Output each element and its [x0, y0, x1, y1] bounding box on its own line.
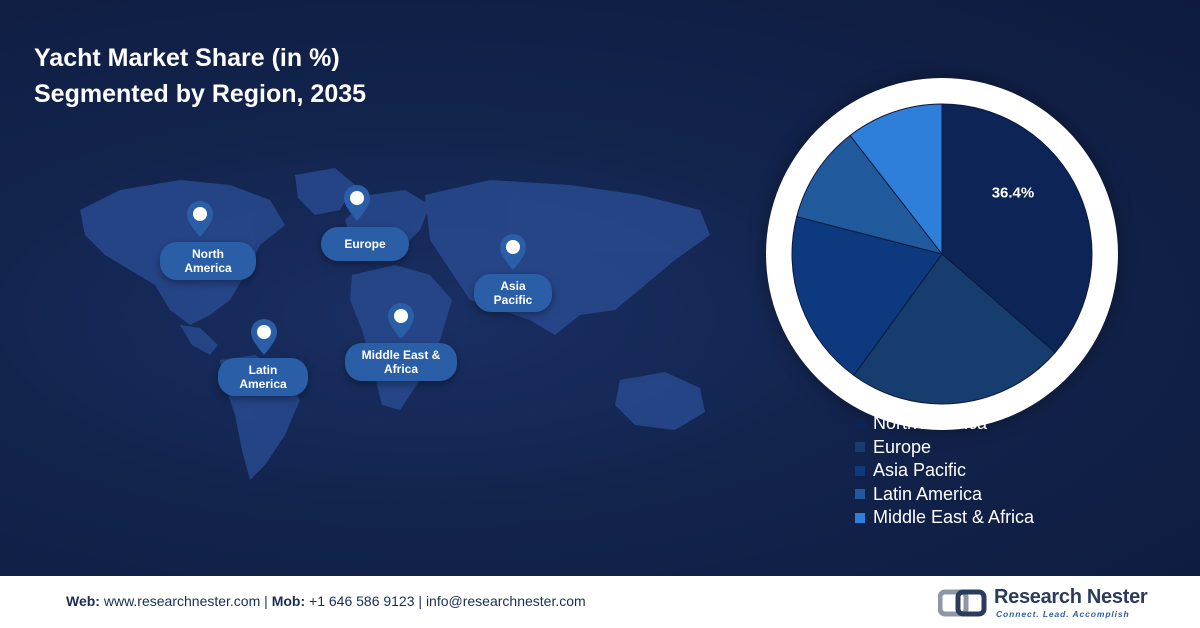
chart-title: Yacht Market Share (in %) Segmented by R… [34, 40, 366, 112]
map-central-america [180, 325, 218, 355]
map-australia [615, 372, 705, 430]
logo-mark-icon [937, 589, 987, 617]
asia-pacific-pin-icon [500, 234, 526, 270]
pie-slice-latin-america [796, 134, 944, 255]
web-key: Web: [66, 593, 100, 609]
map-greenland [295, 168, 355, 215]
map-label-latin-america: Latin America [218, 358, 308, 396]
legend: North America Europe Asia Pacific Latin … [855, 412, 1034, 530]
europe-pin-icon [344, 185, 370, 221]
north-america-pin-icon [187, 201, 213, 237]
phone-number: +1 646 586 9123 [309, 593, 415, 609]
pie-slice-europe [853, 253, 1056, 405]
footer-bar: Web: www.researchnester.com | Mob: +1 64… [0, 576, 1200, 628]
legend-item-middle-east-africa: Middle East & Africa [855, 506, 1034, 530]
infographic-panel: Yacht Market Share (in %) Segmented by R… [0, 0, 1200, 576]
map-label-middle-east-africa: Middle East & Africa [345, 343, 457, 381]
email-link[interactable]: info@researchnester.com [425, 593, 586, 609]
latin-america-pin-icon [251, 319, 277, 355]
legend-label: Middle East & Africa [873, 507, 1035, 528]
legend-swatch [855, 442, 865, 453]
logo-brand-name: Research Nester [994, 586, 1148, 608]
pie-slice-middle-east-africa [849, 103, 943, 256]
legend-swatch [855, 512, 865, 523]
legend-item-asia-pacific: Asia Pacific [855, 459, 1034, 483]
legend-label: Europe [873, 436, 932, 457]
map-label-europe: Europe [321, 227, 409, 261]
legend-swatch [855, 418, 865, 429]
mob-key: Mob: [271, 593, 306, 609]
legend-swatch [855, 465, 865, 476]
pie-slice-north-america [941, 103, 1093, 354]
legend-item-north-america: North America [855, 412, 1034, 436]
web-link[interactable]: www.researchnester.com [103, 593, 261, 609]
legend-swatch [855, 489, 865, 500]
middle-east-africa-pin-icon [388, 303, 414, 339]
map-label-north-america: North America [160, 242, 256, 280]
pie-chart: 36.4% [791, 103, 1093, 405]
legend-label: North America [873, 413, 988, 434]
separator: | [264, 593, 268, 609]
legend-item-europe: Europe [855, 436, 1034, 460]
legend-label: Latin America [873, 483, 983, 504]
map-asia [425, 180, 710, 335]
separator: | [418, 593, 423, 609]
pie-slice-asia-pacific [791, 216, 943, 377]
contact-info: Web: www.researchnester.com | Mob: +1 64… [66, 593, 586, 609]
research-nester-logo: Research Nester Connect. Lead. Accomplis… [937, 586, 1148, 620]
legend-item-latin-america: Latin America [855, 483, 1034, 507]
logo-tagline: Connect. Lead. Accomplish [996, 609, 1130, 619]
chart-title-line-1: Yacht Market Share (in %) [34, 44, 340, 72]
legend-label: Asia Pacific [873, 460, 967, 481]
pie-data-label: 36.4% [992, 185, 1035, 202]
chart-title-line-2: Segmented by Region, 2035 [34, 80, 367, 108]
map-label-asia-pacific: Asia Pacific [474, 274, 552, 312]
